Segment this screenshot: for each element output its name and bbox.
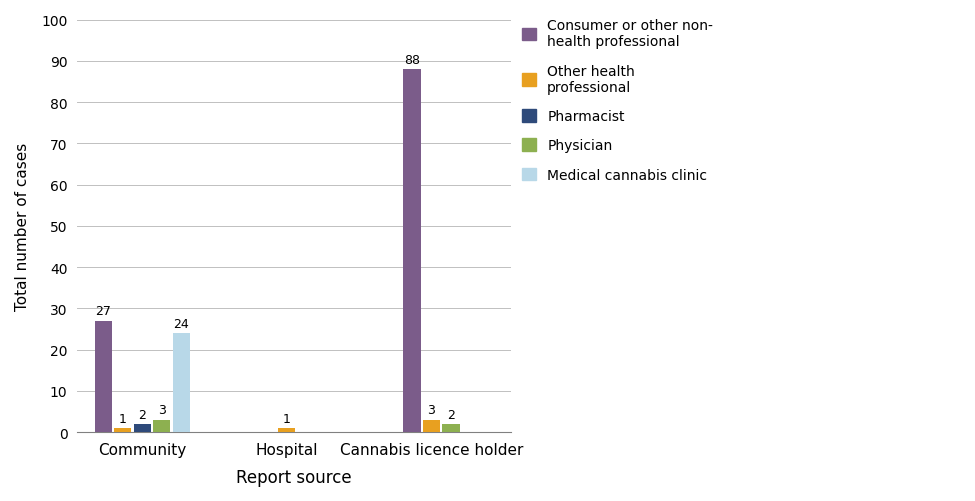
Text: 24: 24 <box>174 317 189 330</box>
Text: 1: 1 <box>119 412 127 425</box>
Bar <box>153 420 171 432</box>
Bar <box>443 424 459 432</box>
Bar <box>134 424 151 432</box>
Text: 2: 2 <box>447 408 454 421</box>
Text: 1: 1 <box>283 412 291 425</box>
Text: 27: 27 <box>96 305 111 318</box>
Text: 2: 2 <box>138 408 146 421</box>
Bar <box>95 321 112 432</box>
Text: 3: 3 <box>158 404 166 417</box>
X-axis label: Report source: Report source <box>236 468 352 486</box>
Bar <box>114 428 132 432</box>
Bar <box>423 420 440 432</box>
Bar <box>278 428 295 432</box>
Text: 88: 88 <box>404 54 420 67</box>
Text: 3: 3 <box>427 404 435 417</box>
Legend: Consumer or other non-
health professional, Other health
professional, Pharmacis: Consumer or other non- health profession… <box>523 19 713 182</box>
Y-axis label: Total number of cases: Total number of cases <box>15 142 30 310</box>
Bar <box>173 334 190 432</box>
Bar <box>404 70 420 432</box>
